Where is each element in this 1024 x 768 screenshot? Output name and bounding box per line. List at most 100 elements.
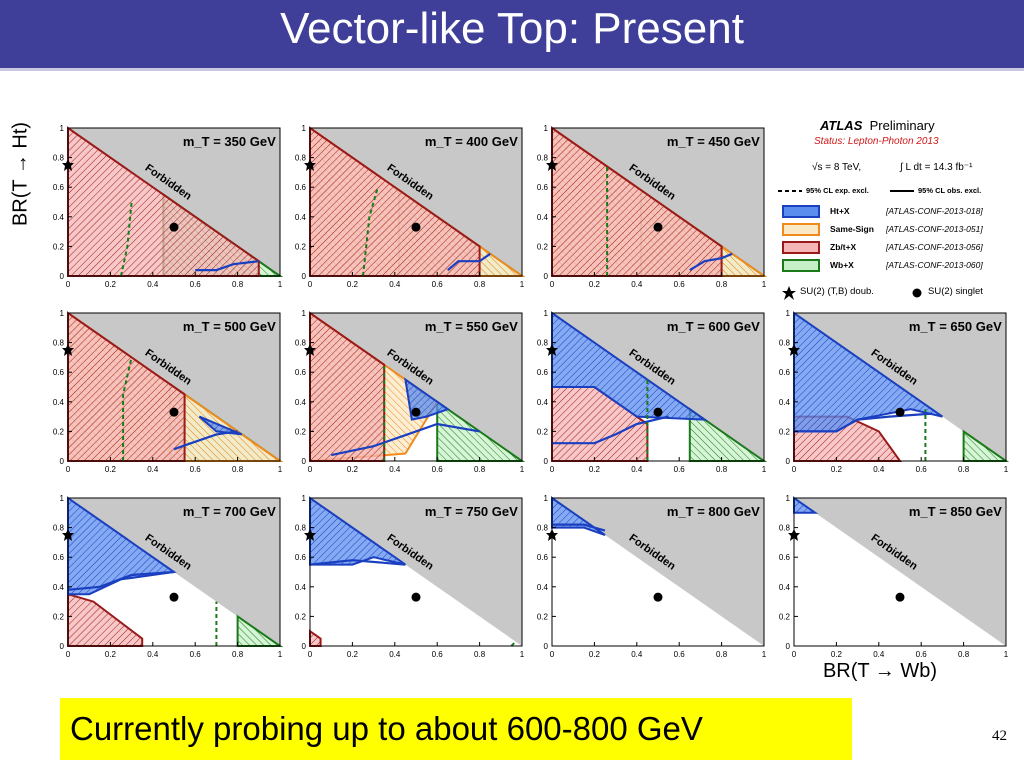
x-tick-label: 0 [66, 465, 71, 474]
ht-observed-line [689, 252, 733, 272]
y-tick-label: 0.2 [295, 427, 307, 436]
y-tick-label: 0.4 [537, 213, 549, 222]
y-tick-label: 0.4 [53, 583, 65, 592]
y-tick-label: 0.2 [779, 612, 791, 621]
y-tick-label: 0.2 [537, 242, 549, 251]
x-tick-label: 0 [792, 650, 797, 659]
panel-frame [309, 127, 523, 277]
y-tick-label: 0.6 [779, 553, 791, 562]
singlet-marker [169, 407, 179, 417]
x-tick-label: 0.8 [474, 650, 486, 659]
atlas-label: ATLAS [820, 118, 863, 133]
x-tick-label: 1 [278, 465, 283, 474]
legend-obs-line: 95% CL obs. excl. [918, 186, 982, 195]
x-tick-label: 0.8 [474, 280, 486, 289]
x-tick-label: 0.2 [347, 650, 359, 659]
x-tick-label: 0.6 [674, 280, 686, 289]
mass-label: m_T = 650 GeV [909, 319, 1002, 334]
singlet-marker [653, 407, 663, 417]
mass-label: m_T = 500 GeV [183, 319, 276, 334]
x-tick-label: 0.4 [389, 465, 401, 474]
zb-exclusion-region-outline [67, 592, 144, 647]
x-tick-label: 0.8 [716, 650, 728, 659]
ht-observed-line [173, 430, 238, 451]
wb-expected-line [510, 640, 517, 647]
x-tick-label: 0.2 [831, 650, 843, 659]
y-tick-label: 0.4 [53, 398, 65, 407]
x-tick-label: 1 [278, 280, 283, 289]
legend-entry: Zb/t+X [ATLAS-CONF-2013-056] [782, 240, 1004, 256]
legend-exp-line: 95% CL exp. excl. [806, 186, 869, 195]
chart-panel: 0 0.2 0.4 0.6 0.8 100.20.40.60.81Forbiddenm_T… [295, 309, 526, 474]
chart-panel: 0 0.2 0.4 0.6 0.8 100.20.40.60.81Forbiddenm_T… [537, 494, 767, 659]
doublet-marker [788, 344, 800, 356]
x-tick-label: 0.4 [389, 280, 401, 289]
y-tick-label: 0.8 [53, 339, 65, 348]
y-tick-label: 0.2 [537, 612, 549, 621]
chart-panel: 0 0.2 0.4 0.6 0.8 100.20.40.60.81Forbiddenm_T… [53, 494, 284, 659]
x-tick-label: 0.4 [147, 650, 159, 659]
chart-panel: 0 0.2 0.4 0.6 0.8 100.20.40.60.81Forbiddenm_T… [537, 124, 768, 289]
y-tick-label: 0.6 [53, 368, 65, 377]
wb-expected-line [122, 357, 133, 461]
x-tick-label: 0.2 [105, 280, 117, 289]
x-tick-label: 0.2 [347, 465, 359, 474]
y-tick-label: 0.8 [779, 339, 791, 348]
y-tick-label: 0.4 [53, 213, 65, 222]
y-tick-label: 0 [302, 272, 307, 281]
legend-doublet: SU(2) (T,B) doub. [800, 286, 874, 297]
doublet-marker [788, 529, 800, 541]
singlet-marker [653, 222, 663, 232]
y-tick-label: 0.6 [53, 553, 65, 562]
ht-observed-line [552, 415, 669, 445]
y-tick-label: 0.6 [537, 183, 549, 192]
x-tick-label: 1 [762, 465, 767, 474]
chart-panel: 0 0.2 0.4 0.6 0.8 100.20.40.60.81Forbiddenm_T… [295, 124, 526, 289]
x-tick-label: 1 [520, 465, 525, 474]
y-tick-label: 0.4 [295, 398, 307, 407]
x-tick-label: 0.2 [105, 650, 117, 659]
y-tick-label: 1 [60, 309, 65, 318]
singlet-marker [169, 592, 179, 602]
ht-observed-line [447, 252, 491, 271]
legend-entry-ref: [ATLAS-CONF-2013-056] [886, 242, 983, 252]
panel-frame [551, 312, 765, 462]
mass-label: m_T = 750 GeV [425, 504, 518, 519]
doublet-marker [304, 344, 316, 356]
mass-label: m_T = 600 GeV [667, 319, 760, 334]
legend-entry-ref: [ATLAS-CONF-2013-018] [886, 206, 983, 216]
x-tick-label: 0.4 [389, 650, 401, 659]
x-tick-label: 0 [308, 280, 313, 289]
y-tick-label: 0.8 [537, 524, 549, 533]
x-tick-label: 0.2 [831, 465, 843, 474]
x-tick-label: 0.8 [232, 280, 244, 289]
y-tick-label: 0 [786, 457, 791, 466]
ht-observed-line [330, 422, 480, 457]
x-tick-label: 0.8 [716, 465, 728, 474]
mass-label: m_T = 400 GeV [425, 134, 518, 149]
ht-observed-line [309, 559, 406, 566]
y-tick-label: 0.2 [779, 427, 791, 436]
x-tick-label: 0 [550, 465, 555, 474]
ht-exclusion-region-outline [67, 496, 177, 596]
legend-entry: Same-Sign [ATLAS-CONF-2013-051] [782, 222, 1004, 238]
mass-label: m_T = 350 GeV [183, 134, 276, 149]
y-tick-label: 0.4 [295, 583, 307, 592]
chart-panel: 0 0.2 0.4 0.6 0.8 100.20.40.60.81Forbiddenm_T… [779, 309, 1010, 474]
y-tick-label: 0 [60, 457, 65, 466]
chart-panel: 0 0.2 0.4 0.6 0.8 100.20.40.60.81Forbiddenm_T… [53, 309, 284, 474]
panel-frame [793, 312, 1007, 462]
x-tick-label: 0 [66, 650, 71, 659]
y-tick-label: 1 [786, 494, 791, 503]
conclusion-banner: Currently probing up to about 600-800 Ge… [60, 698, 852, 760]
title-bar: Vector-like Top: Present [0, 0, 1024, 68]
x-tick-label: 0.8 [958, 465, 970, 474]
x-tick-label: 0.6 [190, 280, 202, 289]
chart-panel: 0 0.2 0.4 0.6 0.8 100.20.40.60.81Forbiddenm_T… [779, 494, 1009, 659]
x-tick-label: 0.6 [432, 650, 444, 659]
y-tick-label: 0.2 [295, 612, 307, 621]
legend-status: Status: Lepton-Photon 2013 [814, 136, 939, 147]
legend-entry: Wb+X [ATLAS-CONF-2013-060] [782, 258, 1004, 274]
x-tick-label: 0.4 [631, 280, 643, 289]
y-tick-label: 0.8 [295, 154, 307, 163]
